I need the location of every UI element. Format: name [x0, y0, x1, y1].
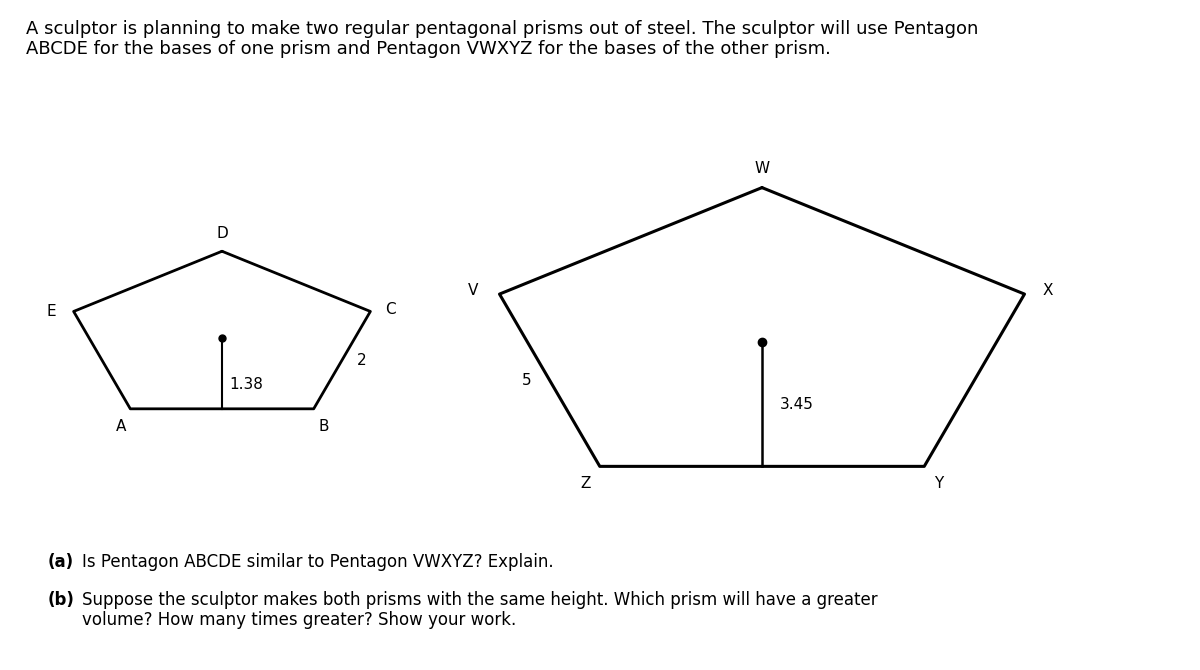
- Text: 5: 5: [522, 373, 532, 388]
- Text: E: E: [46, 304, 55, 319]
- Text: V: V: [468, 283, 478, 298]
- Text: Is Pentagon ABCDE similar to Pentagon VWXYZ? Explain.: Is Pentagon ABCDE similar to Pentagon VW…: [82, 553, 553, 571]
- Text: (a): (a): [48, 553, 74, 571]
- Text: 3.45: 3.45: [780, 397, 814, 411]
- Text: Z: Z: [580, 476, 590, 491]
- Text: A sculptor is planning to make two regular pentagonal prisms out of steel. The s: A sculptor is planning to make two regul…: [26, 20, 979, 38]
- Text: volume? How many times greater? Show your work.: volume? How many times greater? Show you…: [82, 611, 516, 629]
- Text: 1.38: 1.38: [229, 377, 263, 392]
- Text: C: C: [385, 302, 395, 317]
- Text: Suppose the sculptor makes both prisms with the same height. Which prism will ha: Suppose the sculptor makes both prisms w…: [82, 591, 877, 609]
- Text: ABCDE for the bases of one prism and Pentagon VWXYZ for the bases of the other p: ABCDE for the bases of one prism and Pen…: [26, 40, 832, 58]
- Text: W: W: [755, 161, 769, 176]
- Text: 2: 2: [356, 352, 366, 368]
- Text: X: X: [1043, 283, 1052, 298]
- Text: B: B: [318, 419, 329, 434]
- Text: (b): (b): [48, 591, 74, 609]
- Text: Y: Y: [934, 476, 943, 491]
- Text: A: A: [115, 419, 126, 434]
- Text: D: D: [216, 226, 228, 241]
